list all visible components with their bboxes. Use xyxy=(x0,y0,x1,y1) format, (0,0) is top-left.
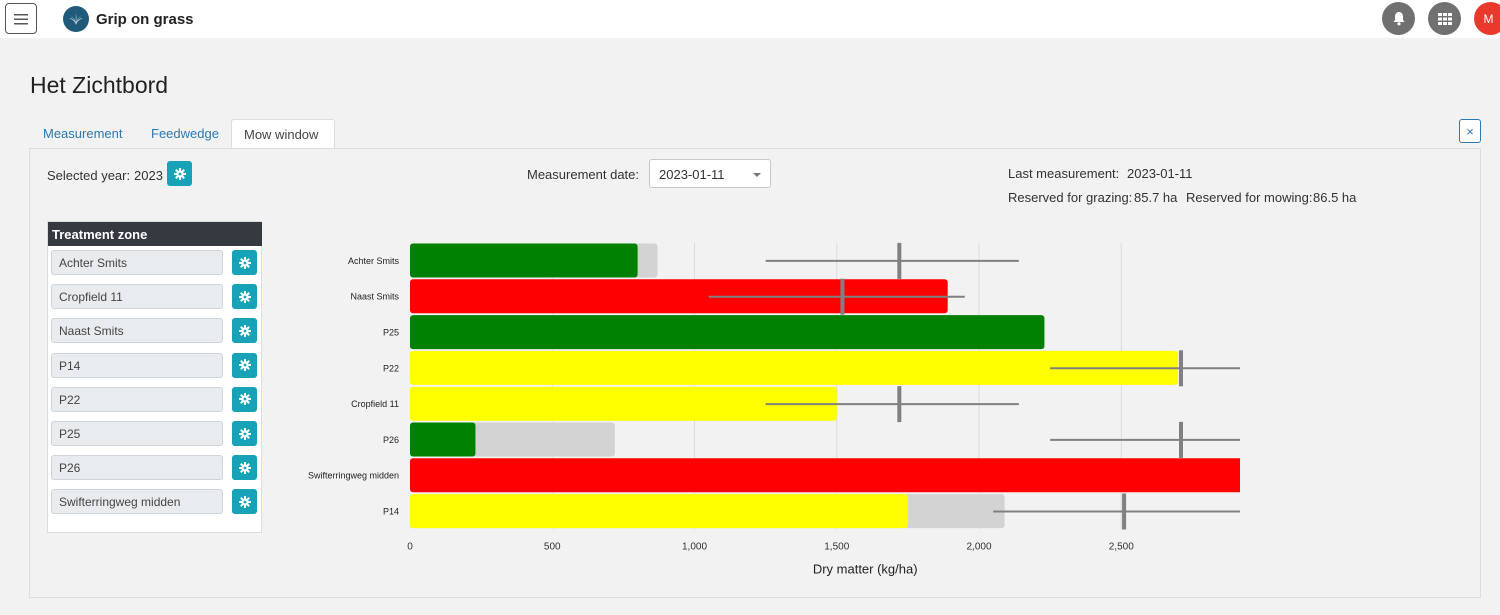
close-button[interactable]: × xyxy=(1459,119,1481,143)
last-measurement-value: 2023-01-11 xyxy=(1127,166,1193,181)
grass-logo-icon xyxy=(63,6,89,32)
zone-settings-button[interactable] xyxy=(232,386,257,412)
x-tick-label: 0 xyxy=(407,541,413,552)
zone-settings-button[interactable] xyxy=(232,352,257,378)
brand[interactable]: Grip on grass xyxy=(63,6,194,32)
gear-icon xyxy=(238,461,251,474)
measurement-date-label: Measurement date: xyxy=(527,167,640,182)
bell-icon xyxy=(1393,12,1404,26)
category-label: Naast Smits xyxy=(350,292,399,302)
gear-icon xyxy=(238,324,251,337)
user-avatar[interactable]: M xyxy=(1474,2,1500,35)
zone-settings-button[interactable] xyxy=(232,284,257,310)
gear-icon xyxy=(238,393,251,406)
zone-settings-button[interactable] xyxy=(232,318,257,344)
treatment-zone-header: Treatment zone xyxy=(48,222,262,246)
category-label: P25 xyxy=(383,328,399,338)
dry-matter-bar xyxy=(410,350,1179,385)
measurement-date-value: 2023-01-11 xyxy=(659,167,725,182)
x-tick-label: 2,500 xyxy=(1109,541,1134,552)
reserved-mowing-value: 86.5 ha xyxy=(1313,190,1357,205)
zone-field: Naast Smits xyxy=(51,318,223,344)
x-tick-label: 1,000 xyxy=(682,541,707,552)
zone-settings-button[interactable] xyxy=(232,421,257,446)
page-title: Het Zichtbord xyxy=(30,72,169,98)
category-label: Swifterringweg midden xyxy=(308,471,399,481)
zone-settings-button[interactable] xyxy=(232,250,257,275)
gear-icon xyxy=(173,167,186,180)
reserved-grazing-value: 85.7 ha xyxy=(1134,190,1178,205)
last-measurement-label: Last measurement: xyxy=(1008,166,1120,181)
zone-field: P26 xyxy=(51,455,223,481)
zone-field: Cropfield 11 xyxy=(51,284,223,310)
zone-field: Swifterringweg midden xyxy=(51,489,223,515)
dry-matter-chart: 05001,0001,5002,0002,5003,0003,5004,0004… xyxy=(308,242,1240,576)
reserved-grazing-label: Reserved for grazing: xyxy=(1008,190,1133,205)
dry-matter-bar xyxy=(410,458,1240,493)
dry-matter-bar xyxy=(410,243,638,278)
zone-field: P22 xyxy=(51,386,223,412)
dry-matter-bar xyxy=(410,315,1045,350)
x-tick-label: 1,500 xyxy=(824,541,849,552)
x-tick-label: 500 xyxy=(544,541,561,552)
chevron-down-icon xyxy=(753,173,761,177)
year-settings-button[interactable] xyxy=(167,161,192,186)
hamburger-menu-button[interactable] xyxy=(5,3,37,34)
menu-icon xyxy=(14,13,28,24)
x-tick-label: 2,000 xyxy=(966,541,991,552)
gear-icon xyxy=(238,427,251,440)
measurement-date-select[interactable]: 2023-01-11 xyxy=(649,159,771,188)
zone-settings-button[interactable] xyxy=(232,489,257,515)
x-axis-label: Dry matter (kg/ha) xyxy=(813,561,918,576)
category-label: P22 xyxy=(383,363,399,373)
notifications-button[interactable] xyxy=(1382,2,1415,35)
gear-icon xyxy=(238,359,251,372)
app-name: Grip on grass xyxy=(96,10,194,28)
category-label: Cropfield 11 xyxy=(351,399,399,409)
tab-mow-window[interactable]: Mow window xyxy=(231,119,335,148)
category-label: P14 xyxy=(383,507,399,517)
grid-icon xyxy=(1437,12,1452,25)
zone-field: Achter Smits xyxy=(51,250,223,275)
category-label: Achter Smits xyxy=(348,256,400,266)
tab-measurement[interactable]: Measurement xyxy=(43,126,123,141)
gear-icon xyxy=(238,290,251,303)
selected-year-value: 2023 xyxy=(134,168,163,183)
dry-matter-bar xyxy=(410,494,908,529)
zone-field: P25 xyxy=(51,421,223,446)
dry-matter-bar xyxy=(410,422,476,457)
dry-matter-bar xyxy=(410,279,948,314)
dry-matter-bar xyxy=(410,386,837,421)
reserved-mowing-label: Reserved for mowing: xyxy=(1186,190,1313,205)
zone-settings-button[interactable] xyxy=(232,455,257,481)
apps-grid-button[interactable] xyxy=(1428,2,1461,35)
gear-icon xyxy=(238,256,251,269)
zone-field: P14 xyxy=(51,352,223,378)
category-label: P26 xyxy=(383,435,399,445)
selected-year-label: Selected year: xyxy=(47,168,131,183)
tab-feedwedge[interactable]: Feedwedge xyxy=(151,126,219,141)
gear-icon xyxy=(238,495,251,508)
top-navbar: Grip on grass M xyxy=(0,0,1500,38)
